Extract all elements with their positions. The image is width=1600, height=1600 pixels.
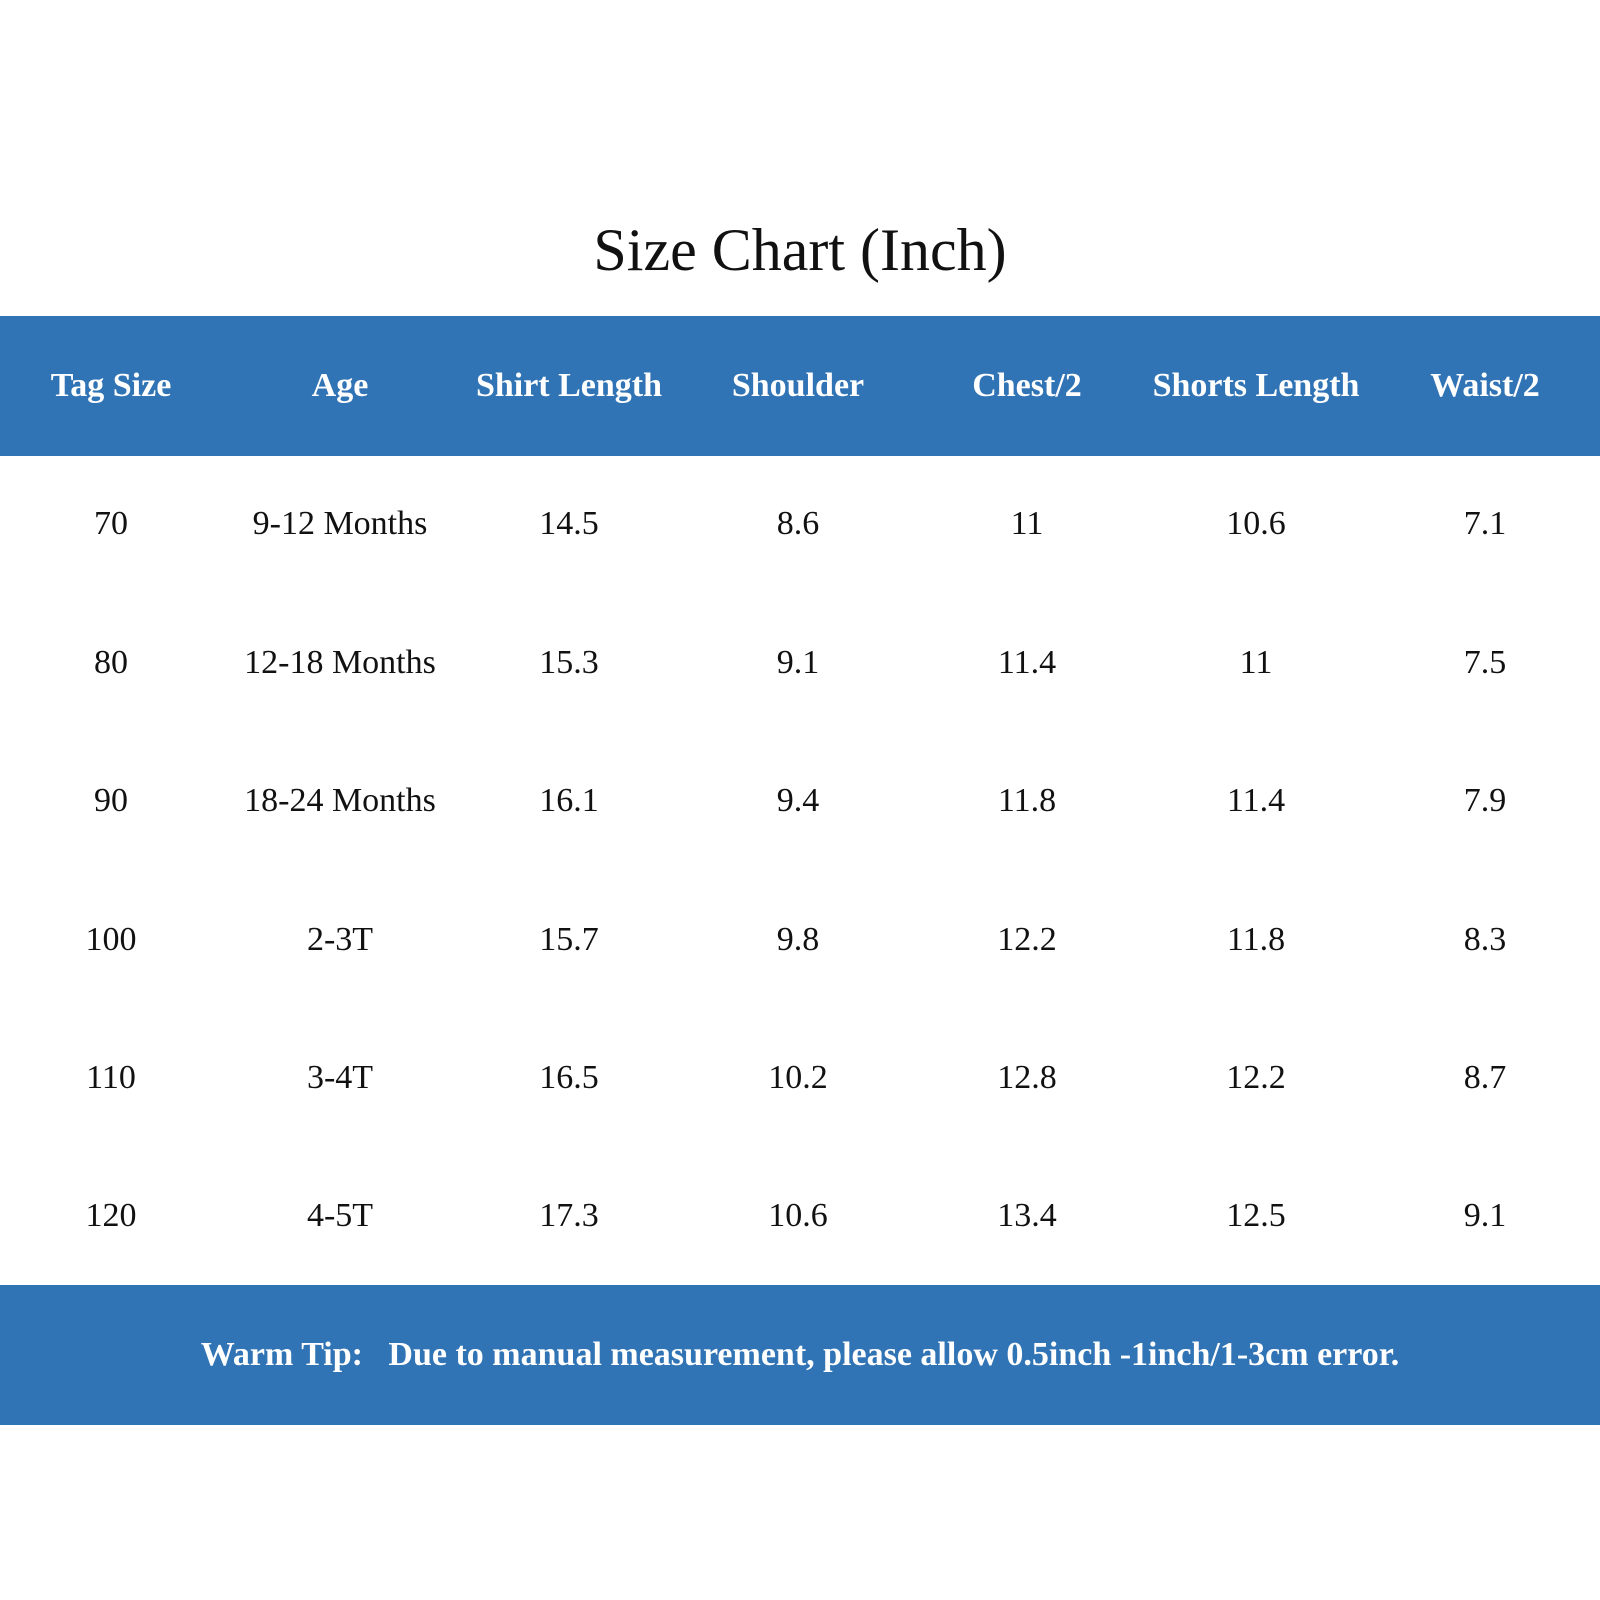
column-header-chest: Chest/2 bbox=[972, 367, 1082, 404]
column-header-age: Age bbox=[311, 367, 369, 404]
chart-title: Size Chart (Inch) bbox=[593, 217, 1007, 283]
table-cell-age: 12-18 Months bbox=[244, 644, 436, 681]
table-cell-shoulder: 10.6 bbox=[768, 1197, 828, 1234]
table-cell-chest: 11 bbox=[1010, 505, 1044, 542]
table-cell-chest: 13.4 bbox=[997, 1197, 1057, 1234]
warm-tip-text: Warm Tip: Due to manual measurement, ple… bbox=[200, 1336, 1400, 1373]
table-cell-shirt-length: 17.3 bbox=[539, 1197, 599, 1234]
column-header-shorts-length: Shorts Length bbox=[1152, 367, 1360, 404]
table-cell-shorts-length: 11.4 bbox=[1226, 782, 1286, 819]
table-cell-shirt-length: 15.7 bbox=[539, 921, 599, 958]
table-cell-age: 2-3T bbox=[306, 921, 374, 958]
table-cell-age: 4-5T bbox=[306, 1197, 374, 1234]
table-header: Tag Size Age Shirt Length Shoulder Chest… bbox=[0, 316, 1600, 456]
table-cell-chest: 11.8 bbox=[997, 782, 1057, 819]
table-cell-waist: 7.9 bbox=[1463, 782, 1507, 819]
table-cell-shirt-length: 14.5 bbox=[539, 505, 599, 542]
table-cell-age: 18-24 Months bbox=[244, 782, 436, 819]
table-cell-shirt-length: 15.3 bbox=[539, 644, 599, 681]
table-cell-shorts-length: 12.2 bbox=[1226, 1059, 1286, 1096]
table-cell-waist: 7.5 bbox=[1463, 644, 1507, 681]
table-cell-shoulder: 8.6 bbox=[776, 505, 820, 542]
table-cell-chest: 12.2 bbox=[997, 921, 1057, 958]
table-cell-shoulder: 10.2 bbox=[768, 1059, 828, 1096]
table-cell-shoulder: 9.4 bbox=[776, 782, 820, 819]
column-header-tag-size: Tag Size bbox=[50, 367, 172, 404]
column-header-waist: Waist/2 bbox=[1430, 367, 1540, 404]
table-cell-tag-size: 90 bbox=[94, 782, 128, 819]
table-cell-shorts-length: 12.5 bbox=[1226, 1197, 1286, 1234]
column-header-shirt-length: Shirt Length bbox=[475, 367, 663, 404]
table-cell-shorts-length: 11 bbox=[1239, 644, 1273, 681]
table-cell-chest: 12.8 bbox=[997, 1059, 1057, 1096]
table-cell-waist: 8.7 bbox=[1463, 1059, 1507, 1096]
table-cell-shorts-length: 11.8 bbox=[1226, 921, 1286, 958]
table-cell-shoulder: 9.1 bbox=[776, 644, 820, 681]
table-cell-shirt-length: 16.1 bbox=[539, 782, 599, 819]
column-header-shoulder: Shoulder bbox=[731, 367, 865, 404]
table-cell-chest: 11.4 bbox=[997, 644, 1057, 681]
warm-tip-banner: Warm Tip: Due to manual measurement, ple… bbox=[0, 1285, 1600, 1425]
table-cell-tag-size: 70 bbox=[94, 505, 128, 542]
table-cell-age: 9-12 Months bbox=[252, 505, 428, 542]
table-cell-age: 3-4T bbox=[306, 1059, 374, 1096]
table-cell-waist: 7.1 bbox=[1463, 505, 1507, 542]
table-cell-tag-size: 100 bbox=[85, 921, 137, 958]
table-cell-tag-size: 120 bbox=[85, 1197, 137, 1234]
table-cell-waist: 9.1 bbox=[1463, 1197, 1507, 1234]
table-cell-waist: 8.3 bbox=[1463, 921, 1507, 958]
table-cell-tag-size: 80 bbox=[94, 644, 128, 681]
table-cell-shorts-length: 10.6 bbox=[1226, 505, 1286, 542]
table-cell-shirt-length: 16.5 bbox=[539, 1059, 599, 1096]
table-cell-tag-size: 110 bbox=[86, 1059, 136, 1096]
table-cell-shoulder: 9.8 bbox=[776, 921, 820, 958]
